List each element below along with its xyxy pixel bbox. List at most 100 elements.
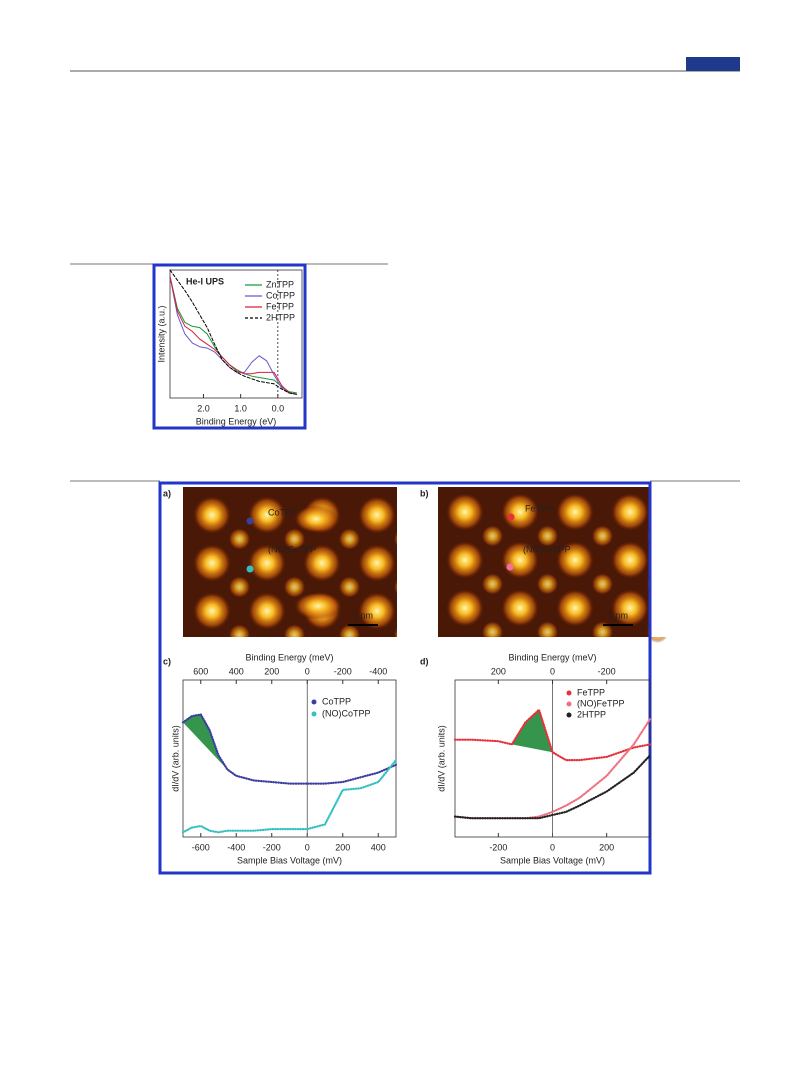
data-line [181,759,398,834]
stm-molecule [611,589,649,627]
legend-marker [311,711,317,717]
stm-molecule [446,589,484,627]
stm-molecule [446,493,484,531]
y-axis-title: dI/dV (arb. units) [170,725,180,792]
molecule-marker [506,563,514,571]
x2-tick-label: 200 [264,666,279,676]
molecule-label: (NO)FeTPP [523,544,571,554]
stm-features [158,474,670,875]
x-axis-title: Binding Energy (eV) [196,416,277,426]
stm-molecule [358,544,396,582]
data-line [453,707,652,762]
x2-tick-label: 400 [229,666,244,676]
legend-marker [566,701,572,707]
chart-title: He-I UPS [186,276,224,286]
x-tick-label: 0 [550,842,555,852]
stm-molecule [358,592,396,630]
stm-bright [294,592,342,620]
x2-axis-title: Binding Energy (meV) [245,652,333,662]
stm-molecule [556,493,594,531]
panel-label: d) [420,656,429,666]
stm-molecule [248,544,286,582]
legend-label: ZnTPP [266,279,294,289]
scale-bar-label: 1 nm [608,610,628,620]
panel-label: b) [420,488,429,498]
stm-clip [650,487,670,637]
legend-label: (NO)CoTPP [322,708,371,718]
x-tick-label: -400 [227,842,245,852]
stm-lobe [338,576,361,598]
x-tick-label: 200 [599,842,614,852]
legend-marker [311,699,317,705]
x2-tick-label: 0 [550,666,555,676]
stm-lobe [228,528,251,550]
y-axis-title: dI/dV (arb. units) [436,725,446,792]
stm-molecule [358,496,396,534]
stm-lobe [536,525,559,547]
stm-molecule [193,592,231,630]
stm-bright [294,505,338,533]
header-tab [686,57,740,71]
y-axis-title: Intensity (a.u.) [156,305,166,362]
molecule-marker [246,517,254,525]
stm-clip [160,487,183,637]
x-tick-label: 200 [335,842,350,852]
stm-molecule [303,544,341,582]
x-axis-title: Sample Bias Voltage (mV) [237,855,342,865]
x-tick-label: -200 [263,842,281,852]
stm-lobe [481,525,504,547]
stm-lobe [283,576,306,598]
stm-molecule [193,496,231,534]
stm-molecule [446,541,484,579]
figure-frame [152,263,307,430]
stm-molecule [248,496,286,534]
legend-label: FeTPP [266,301,294,311]
plot-frame [169,269,303,399]
legend-label: CoTPP [266,290,295,300]
stm-clip [160,474,650,487]
x-tick-label: -200 [489,842,507,852]
stm-clip [160,637,650,649]
stm-molecule [193,544,231,582]
data-line [169,275,297,395]
x-tick-label: 0.0 [272,403,285,413]
peak-fill [183,714,228,770]
data-line [181,713,398,785]
molecule-label: FeTPP [525,503,553,513]
peak-fill [511,709,553,753]
x2-tick-label: -400 [369,666,387,676]
plot-frame [182,679,397,838]
legend-label: FeTPP [577,687,605,697]
x2-tick-label: -200 [334,666,352,676]
stm-lobe [481,573,504,595]
panel-label: c) [163,656,171,666]
panel-label: a) [163,488,171,498]
x-tick-label: 1.0 [234,403,247,413]
figure-frame-edge [158,481,652,875]
scale-bar-label: 1 nm [353,610,373,620]
x-tick-label: 0 [305,842,310,852]
data-line [453,754,652,820]
molecule-label: CoTPP [268,507,297,517]
x-axis-title: Sample Bias Voltage (mV) [500,855,605,865]
legend-marker [566,690,572,696]
stm-molecule [501,589,539,627]
stm-lobe [338,528,361,550]
legend-marker [566,712,572,718]
molecule-label: (NO)CoTPP [268,544,317,554]
stm-lobe [283,528,306,550]
stm-molecule [556,589,594,627]
legend-label: 2HTPP [266,312,295,322]
legend-label: (NO)FeTPP [577,698,625,708]
stm-molecule [501,493,539,531]
legend-label: 2HTPP [577,709,606,719]
molecule-marker [246,565,254,573]
molecule-marker [507,513,515,521]
stm-lobe [536,573,559,595]
data-line [169,269,297,395]
x2-tick-label: 200 [491,666,506,676]
x2-tick-label: -200 [598,666,616,676]
data-line [169,275,297,395]
